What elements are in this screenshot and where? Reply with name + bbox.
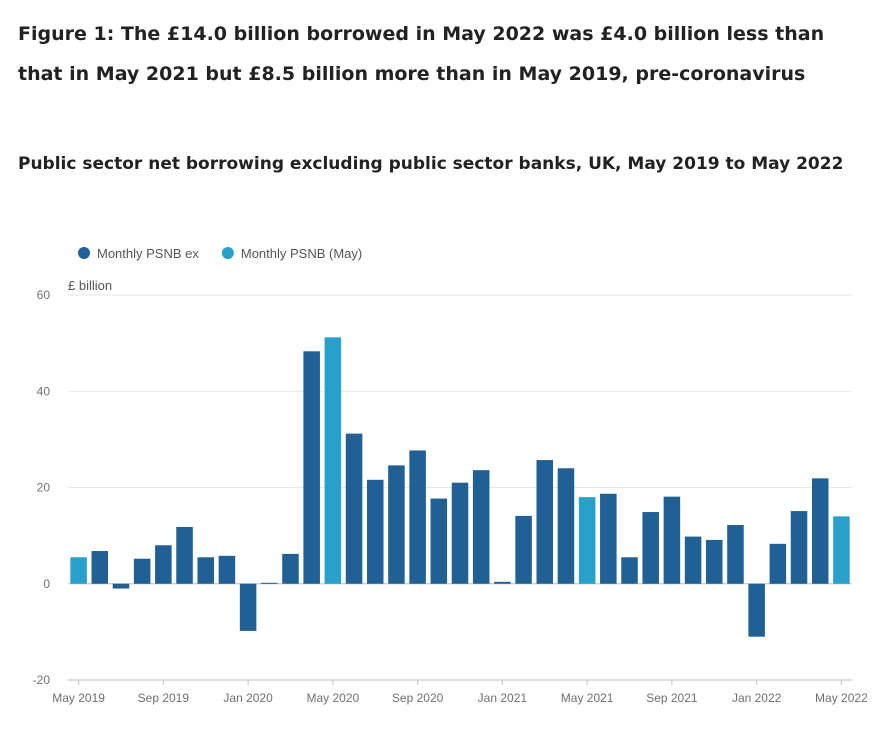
x-tick-label: Sep 2020	[392, 691, 444, 705]
legend-swatch	[221, 247, 234, 259]
x-tick-label: May 2020	[307, 691, 360, 705]
bar	[282, 553, 299, 584]
bar	[324, 337, 342, 584]
y-tick-label: -20	[33, 673, 51, 687]
y-tick-label: 0	[43, 577, 50, 591]
chart-title: Figure 1: The £14.0 billion borrowed in …	[18, 23, 825, 85]
x-tick-label: Sep 2021	[646, 691, 698, 705]
bar	[366, 479, 384, 584]
bar	[663, 496, 681, 584]
x-tick-label: Jan 2022	[732, 691, 782, 705]
bar	[578, 497, 596, 584]
bar	[388, 465, 405, 584]
bar	[536, 460, 554, 584]
bar	[515, 515, 532, 584]
y-tick-label: 60	[37, 288, 51, 302]
bar	[790, 511, 808, 584]
bar	[811, 478, 829, 584]
x-tick-label: May 2021	[561, 691, 614, 705]
y-tick-label: 40	[37, 384, 51, 398]
legend-label: Monthly PSNB (May)	[241, 246, 362, 261]
bar	[557, 468, 575, 584]
bar	[176, 526, 193, 584]
bar	[430, 498, 448, 584]
y-axis-ticks: -20 0 20 40 60	[33, 288, 51, 687]
bar	[239, 583, 257, 631]
bar	[197, 557, 214, 584]
y-axis-unit-label: £ billion	[68, 278, 112, 293]
bar	[727, 525, 744, 584]
bar	[472, 470, 490, 584]
legend-label: Monthly PSNB ex	[97, 246, 199, 261]
bar	[133, 558, 151, 584]
bar	[303, 351, 320, 584]
bar	[409, 450, 426, 584]
x-axis-ticks: May 2019 Sep 2019 Jan 2020 May 2020 Sep 2020…	[52, 679, 868, 705]
x-tick-label: Sep 2019	[138, 691, 190, 705]
chart-subtitle: Public sector net borrowing excluding pu…	[18, 154, 844, 174]
bar	[91, 551, 109, 584]
x-tick-label: Jan 2021	[478, 691, 528, 705]
bar	[621, 557, 638, 584]
bar	[451, 482, 469, 584]
bar	[155, 545, 172, 584]
bar	[218, 555, 236, 584]
bar	[642, 512, 659, 584]
x-tick-label: May 2019	[52, 691, 105, 705]
bar	[769, 543, 787, 584]
bar	[70, 557, 87, 584]
legend: Monthly PSNB ex Monthly PSNB (May)	[78, 246, 362, 261]
bars	[70, 337, 850, 637]
bar	[706, 539, 723, 584]
bar	[684, 536, 702, 584]
bar	[748, 583, 765, 637]
x-tick-label: Jan 2020	[223, 691, 273, 705]
bar	[261, 582, 278, 584]
bar	[600, 493, 617, 584]
legend-swatch	[78, 247, 90, 259]
y-tick-label: 20	[37, 481, 51, 495]
bar	[345, 433, 363, 584]
bar	[833, 516, 850, 584]
bar	[112, 583, 130, 589]
x-tick-label: May 2022	[815, 691, 868, 705]
bar	[494, 581, 511, 584]
